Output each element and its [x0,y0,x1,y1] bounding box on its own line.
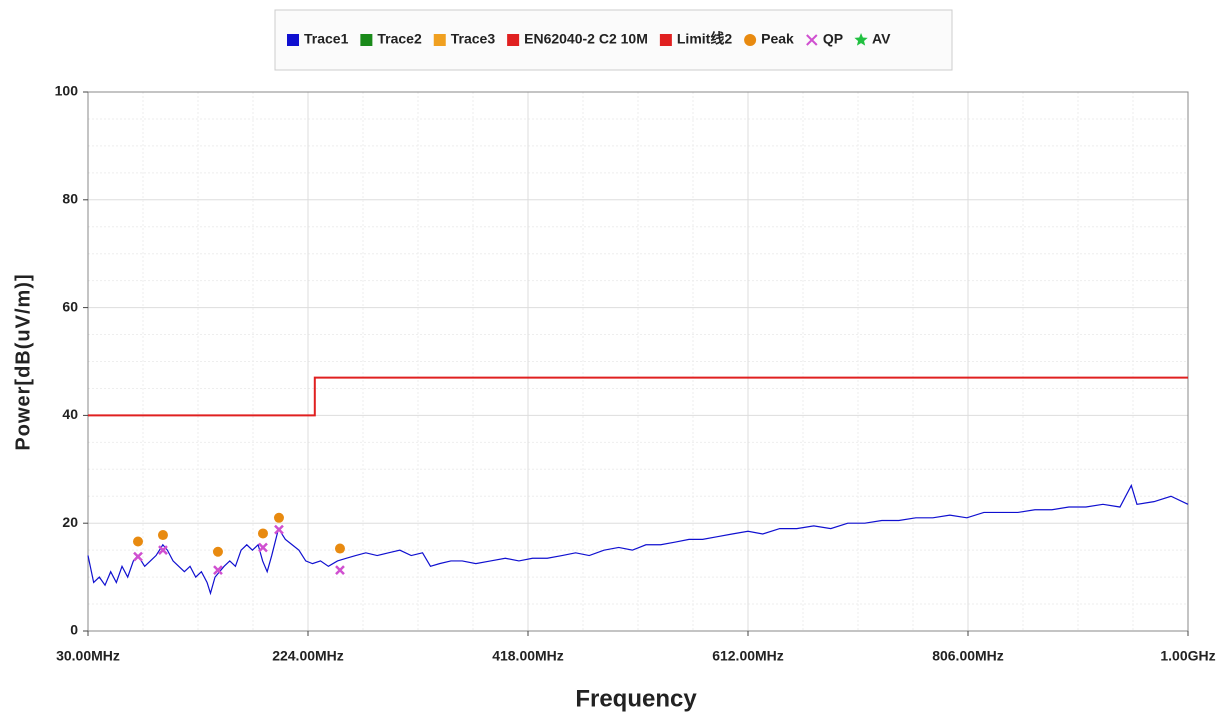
peak-marker [273,512,284,523]
qp-marker [158,545,168,556]
x-tick-label: 30.00MHz [56,648,120,664]
legend-label: QP [823,31,843,47]
legend-swatch [659,34,672,46]
y-tick-label: 80 [62,191,78,207]
peak-marker [212,546,223,557]
legend-label: Limit线2 [677,31,732,47]
x-tick-label: 418.00MHz [492,648,564,664]
y-tick-label: 0 [70,622,78,638]
x-tick-label: 806.00MHz [932,648,1004,664]
x-tick-label: 1.00GHz [1160,648,1215,664]
legend-swatch [360,34,373,46]
qp-marker [258,542,268,553]
legend-swatch [287,34,299,46]
legend-label: Trace1 [304,31,349,47]
peak-marker [133,536,144,547]
y-tick-label: 20 [62,514,78,530]
peak-marker [334,543,345,554]
plot-frame [87,91,1189,632]
y-axis-title: Power[dB(uV/m)] [12,273,34,450]
x-tick-label: 612.00MHz [712,648,784,664]
legend-label: Peak [761,31,794,47]
legend-label: AV [872,31,891,47]
y-tick-label: 60 [62,298,78,314]
legend-label: Trace3 [451,31,496,47]
y-tick-label: 40 [62,406,78,422]
legend-label: Trace2 [377,31,422,47]
legend-swatch [854,33,868,46]
qp-marker [274,524,284,535]
peak-marker [257,528,268,539]
x-tick-label: 224.00MHz [272,648,344,664]
legend-swatch [433,34,446,46]
series-line [88,376,1188,417]
legend-label: EN62040-2 C2 10M [524,31,648,47]
peak-marker [157,530,168,541]
qp-marker [335,565,345,575]
legend-box [274,9,953,71]
qp-marker [213,565,223,575]
y-tick-label: 100 [55,83,79,99]
qp-marker [133,551,143,562]
legend-swatch [806,34,818,46]
legend-swatch [507,34,520,46]
legend-swatch [744,34,757,46]
series-line [87,483,1189,596]
x-axis-title: Frequency [575,685,697,712]
